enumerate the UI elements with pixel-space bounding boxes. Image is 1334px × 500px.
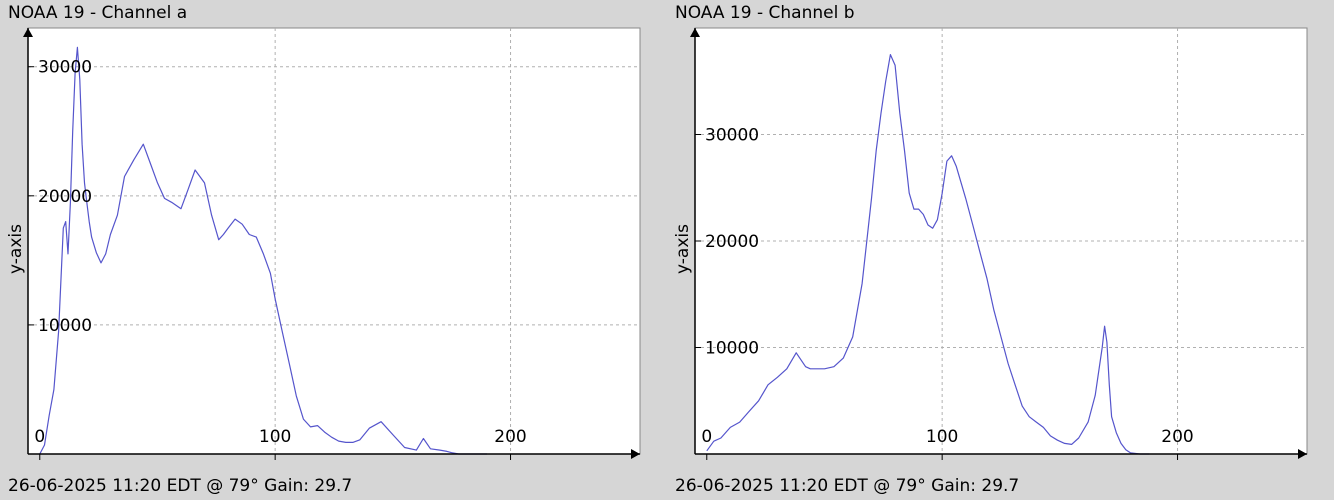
x-tick-label: 100 xyxy=(926,427,958,447)
y-axis-arrow-icon xyxy=(690,28,700,37)
y-axis-label: y-axis xyxy=(673,224,693,274)
y-tick-label: 30000 xyxy=(38,58,92,78)
y-axis-label: y-axis xyxy=(6,224,26,274)
y-tick-label: 20000 xyxy=(38,187,92,207)
line-chart-channel-a: 10000 20000 30000 0 100 200 y-axis xyxy=(6,27,641,460)
x-tick-label: 200 xyxy=(1161,427,1193,447)
plot-area xyxy=(27,27,641,455)
y-tick-label: 10000 xyxy=(705,339,759,359)
x-tick-label: 0 xyxy=(701,427,712,447)
x-axis-arrow-icon xyxy=(1298,449,1307,459)
y-tick-label: 10000 xyxy=(38,316,92,336)
chart-title: NOAA 19 - Channel b xyxy=(675,3,855,23)
status-footer: 26-06-2025 11:20 EDT @ 79° Gain: 29.7 xyxy=(675,476,1020,496)
chart-panel-channel-a: NOAA 19 - Channel a 10000 20000 30000 0 100 2… xyxy=(6,3,641,496)
x-axis-arrow-icon xyxy=(631,449,640,459)
line-chart-channel-b: 10000 20000 30000 0 100 200 y-axis xyxy=(673,27,1308,460)
series-line xyxy=(706,54,1150,455)
x-tick-label: 0 xyxy=(34,427,45,447)
series-line xyxy=(39,46,487,455)
y-tick-label: 20000 xyxy=(705,232,759,252)
status-footer: 26-06-2025 11:20 EDT @ 79° Gain: 29.7 xyxy=(8,476,353,496)
x-tick-label: 100 xyxy=(259,427,291,447)
y-axis-arrow-icon xyxy=(23,28,33,37)
y-tick-label: 30000 xyxy=(705,126,759,146)
chart-panel-channel-b: NOAA 19 - Channel b 10000 20000 30000 0 100 2… xyxy=(667,0,1334,500)
x-tick-label: 200 xyxy=(494,427,526,447)
chart-title: NOAA 19 - Channel a xyxy=(8,3,188,23)
